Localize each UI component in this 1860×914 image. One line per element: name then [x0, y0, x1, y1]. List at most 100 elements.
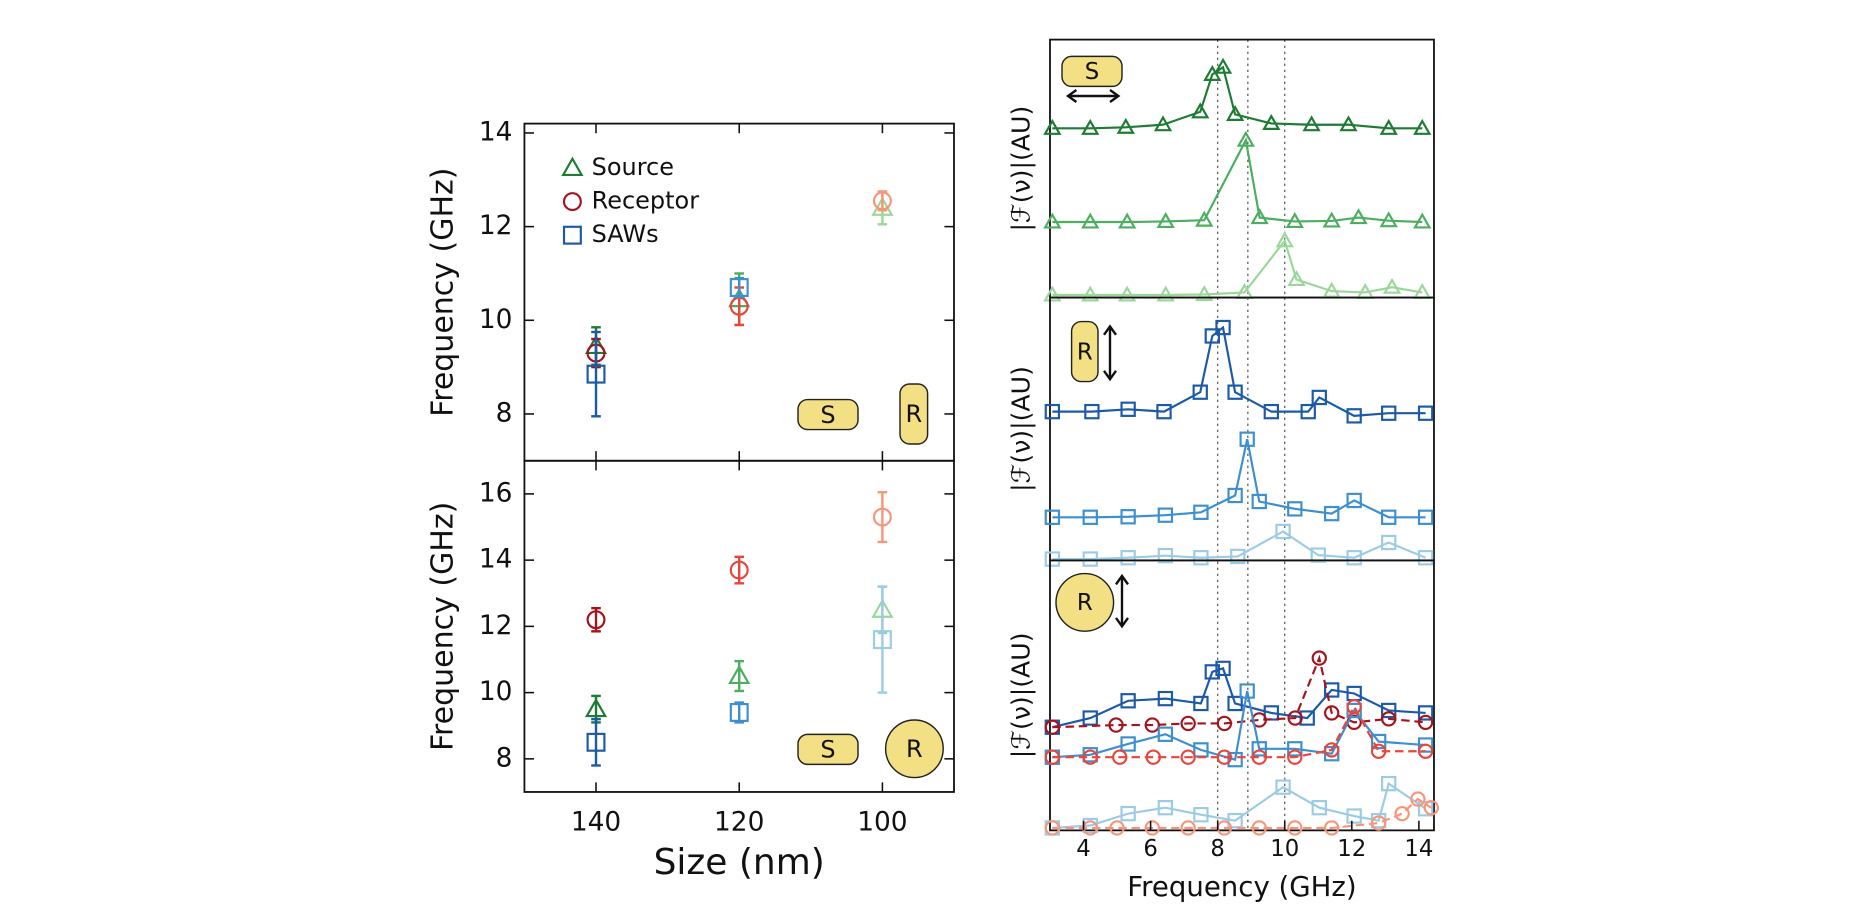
marker	[1157, 726, 1174, 742]
trace	[1052, 530, 1427, 561]
marker	[1213, 57, 1233, 74]
marker	[1193, 807, 1209, 823]
marker	[1394, 805, 1410, 822]
marker	[1180, 749, 1196, 765]
marker	[1204, 328, 1220, 344]
marker	[1193, 504, 1209, 520]
marker	[1118, 212, 1137, 229]
marker	[1302, 115, 1321, 132]
y-tick-label: 10	[479, 305, 513, 335]
marker	[1410, 791, 1426, 807]
marker	[1156, 285, 1175, 302]
marker	[1227, 812, 1243, 829]
marker	[1322, 211, 1341, 228]
marker	[1287, 741, 1303, 757]
marker	[1156, 212, 1175, 229]
marker	[1324, 820, 1340, 836]
marker	[1300, 403, 1316, 420]
x-axis-label: Size (nm)	[654, 842, 825, 883]
marker	[1120, 509, 1136, 525]
y-axis-label: |ℱ(ν)|(AU)	[1006, 106, 1035, 232]
marker	[1120, 401, 1136, 417]
marker	[1250, 208, 1269, 225]
marker	[1227, 487, 1243, 504]
marker	[1379, 211, 1398, 228]
marker	[1112, 749, 1128, 765]
marker	[1322, 281, 1341, 298]
marker	[1215, 660, 1231, 677]
marker	[1044, 719, 1061, 735]
marker	[1263, 403, 1280, 420]
marker	[1287, 710, 1303, 726]
marker	[1311, 389, 1327, 406]
marker	[1311, 800, 1327, 816]
marker	[1339, 115, 1358, 132]
x-tick-label: 6	[1143, 836, 1158, 862]
y-tick-label: 12	[479, 611, 513, 641]
marker	[1275, 231, 1294, 248]
marker	[1227, 384, 1243, 400]
marker	[1153, 115, 1173, 132]
y-axis-label: Frequency (GHz)	[426, 502, 461, 751]
icon	[797, 733, 859, 766]
icon	[1061, 55, 1123, 88]
y-tick-label: 10	[479, 677, 513, 707]
marker	[1118, 285, 1137, 302]
marker	[1144, 717, 1160, 733]
marker	[872, 630, 892, 650]
x-tick-label: 10	[1270, 836, 1299, 862]
marker	[1287, 501, 1303, 517]
marker	[1204, 664, 1220, 680]
icon-label: R	[1077, 590, 1093, 616]
marker	[1180, 715, 1196, 732]
marker	[1285, 212, 1304, 229]
marker	[1044, 509, 1061, 525]
y-tick-label: 14	[479, 117, 513, 147]
y-tick-label: 8	[496, 743, 513, 773]
marker	[1346, 492, 1362, 509]
marker	[1043, 285, 1062, 302]
marker	[1043, 212, 1062, 229]
marker	[1346, 808, 1362, 824]
marker	[1120, 805, 1136, 822]
marker	[1108, 717, 1124, 733]
marker	[1370, 743, 1387, 759]
marker	[1370, 815, 1387, 831]
marker	[1157, 507, 1174, 523]
arrow-head	[1109, 89, 1121, 103]
marker	[1379, 118, 1398, 135]
marker	[1417, 405, 1434, 421]
trace	[1052, 781, 1427, 830]
icon-label: R	[905, 400, 922, 428]
y-tick-label: 8	[496, 398, 513, 428]
x-tick-label: 14	[1404, 836, 1433, 862]
marker	[1044, 820, 1061, 836]
marker	[1324, 505, 1340, 522]
marker	[1287, 270, 1306, 287]
panel-frame	[1049, 296, 1435, 562]
marker	[1082, 710, 1098, 726]
marker	[1275, 779, 1291, 795]
marker	[1417, 714, 1434, 731]
marker	[584, 697, 608, 718]
marker	[1191, 102, 1210, 119]
marker	[586, 364, 606, 384]
marker	[1145, 749, 1161, 765]
y-axis-label: |ℱ(ν)|(AU)	[1006, 632, 1035, 758]
marker	[1417, 743, 1434, 759]
marker	[1082, 749, 1098, 765]
marker	[1370, 733, 1387, 750]
marker	[1215, 319, 1231, 336]
marker	[1251, 493, 1267, 510]
marker	[1120, 550, 1136, 566]
marker	[1310, 547, 1326, 563]
marker	[729, 703, 749, 722]
marker	[1381, 509, 1397, 525]
x-axis-label: Frequency (GHz)	[1127, 870, 1356, 903]
icon	[1055, 572, 1115, 632]
marker	[1239, 683, 1255, 699]
marker	[1195, 285, 1214, 302]
marker	[1423, 800, 1439, 816]
